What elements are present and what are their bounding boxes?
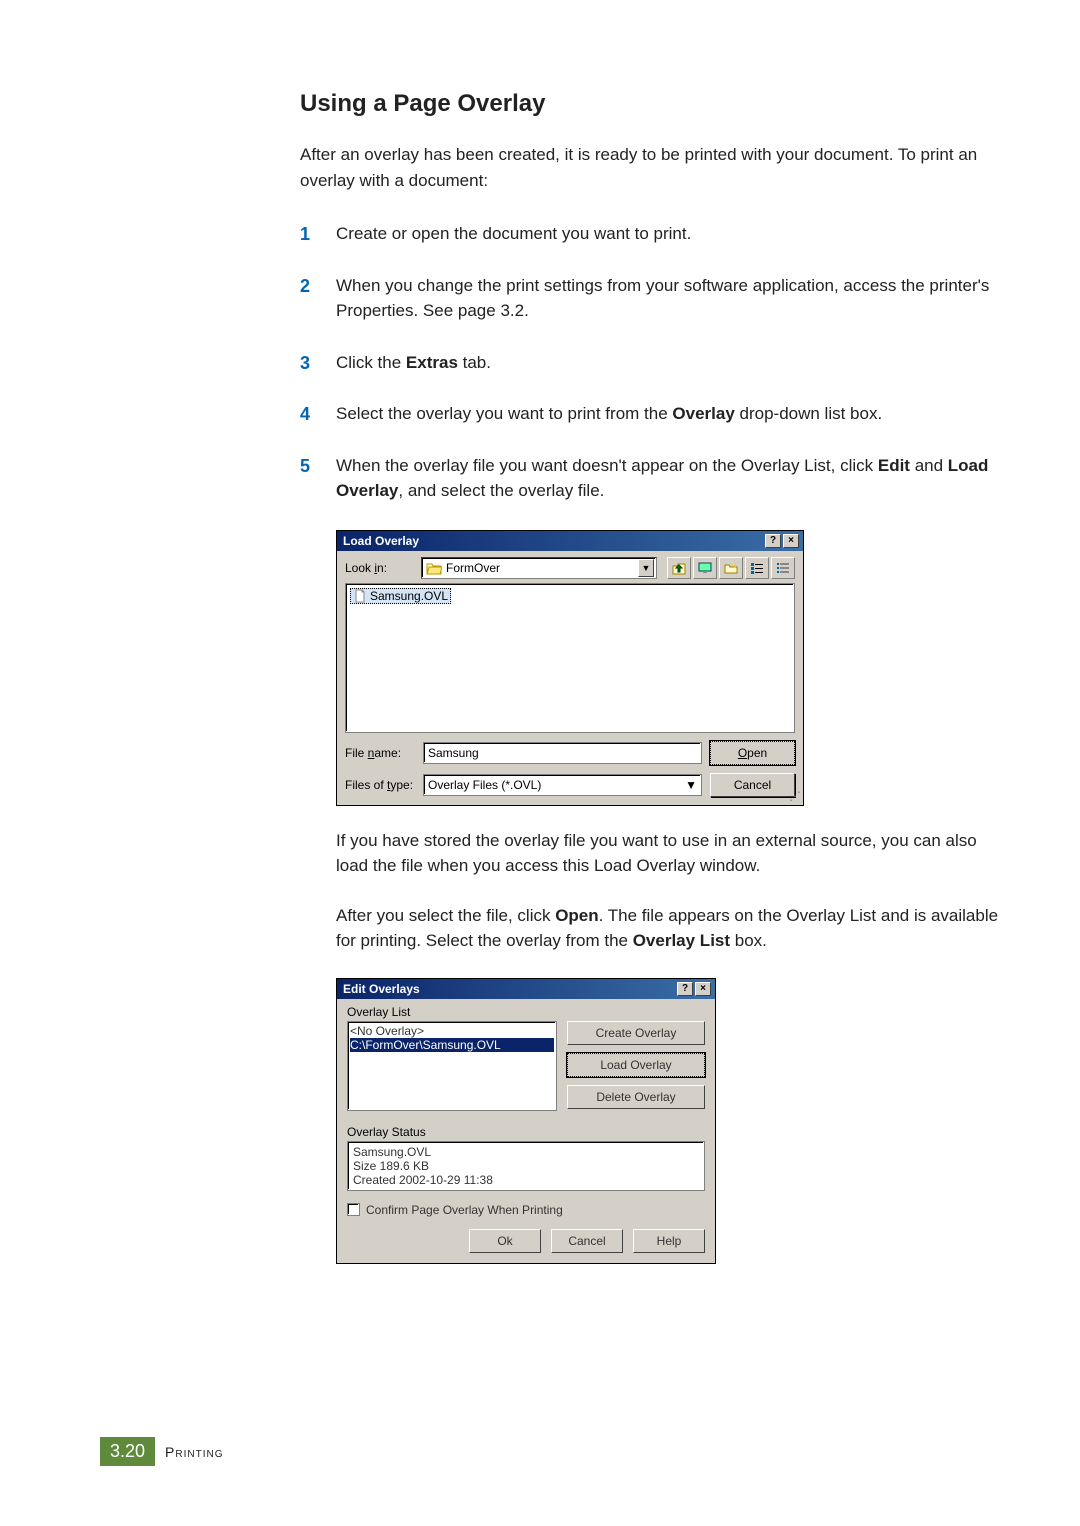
open-button[interactable]: Open bbox=[710, 741, 795, 765]
step-1: Create or open the document you want to … bbox=[300, 221, 1000, 247]
file-item-label: Samsung.OVL bbox=[370, 589, 448, 603]
look-in-value: FormOver bbox=[446, 561, 500, 575]
al2-post: box. bbox=[730, 931, 767, 950]
step-5-post: , and select the overlay file. bbox=[398, 481, 604, 500]
status-line: Size 189.6 KB bbox=[353, 1159, 699, 1173]
dialog-titlebar: Load Overlay ? × bbox=[337, 531, 803, 551]
al2-b1: Open bbox=[555, 906, 598, 925]
step-4-pre: Select the overlay you want to print fro… bbox=[336, 404, 672, 423]
post-dialog-text-1: If you have stored the overlay file you … bbox=[336, 828, 1000, 879]
file-dialog-toolbar bbox=[667, 557, 795, 579]
footer-text: Printing bbox=[165, 1444, 223, 1460]
load-overlay-dialog: Load Overlay ? × Look in: FormOver ▼ bbox=[336, 530, 804, 806]
load-overlay-button[interactable]: Load Overlay bbox=[567, 1053, 705, 1077]
page-footer: 3.20 Printing bbox=[100, 1437, 224, 1466]
filetype-label: Files of type: bbox=[345, 778, 415, 792]
step-3-pre: Click the bbox=[336, 353, 406, 372]
step-5-mid: and bbox=[910, 456, 948, 475]
eo-title: Edit Overlays bbox=[343, 982, 420, 996]
step-4: Select the overlay you want to print fro… bbox=[300, 401, 1000, 427]
step-3-bold: Extras bbox=[406, 353, 458, 372]
eo-titlebar: Edit Overlays ? × bbox=[337, 979, 715, 999]
help-button[interactable]: ? bbox=[765, 534, 781, 548]
cancel-button[interactable]: Cancel bbox=[551, 1229, 623, 1253]
page-number-badge: 3.20 bbox=[100, 1437, 155, 1466]
overlay-status-box: Samsung.OVL Size 189.6 KB Created 2002-1… bbox=[347, 1141, 705, 1191]
step-3: Click the Extras tab. bbox=[300, 350, 1000, 376]
resize-grip-icon[interactable]: ⋰ bbox=[789, 789, 801, 803]
al2-pre: After you select the file, click bbox=[336, 906, 555, 925]
section-intro: After an overlay has been created, it is… bbox=[300, 142, 1000, 193]
status-line: Created 2002-10-29 11:38 bbox=[353, 1173, 699, 1187]
look-in-dropdown[interactable]: FormOver ▼ bbox=[421, 557, 657, 579]
help-button[interactable]: Help bbox=[633, 1229, 705, 1253]
overlay-status-label: Overlay Status bbox=[347, 1125, 705, 1139]
close-button[interactable]: × bbox=[783, 534, 799, 548]
cancel-button[interactable]: Cancel bbox=[710, 773, 795, 797]
step-5-pre: When the overlay file you want doesn't a… bbox=[336, 456, 878, 475]
chevron-down-icon[interactable]: ▼ bbox=[638, 559, 654, 577]
desktop-icon[interactable] bbox=[693, 557, 717, 579]
filename-value: Samsung bbox=[428, 746, 479, 760]
new-folder-icon[interactable] bbox=[719, 557, 743, 579]
confirm-overlay-checkbox-row[interactable]: Confirm Page Overlay When Printing bbox=[347, 1203, 705, 1217]
file-item-samsung-ovl[interactable]: Samsung.OVL bbox=[350, 588, 451, 604]
filename-label: File name: bbox=[345, 746, 415, 760]
help-button[interactable]: ? bbox=[677, 982, 693, 996]
dialog-title: Load Overlay bbox=[343, 534, 419, 548]
edit-overlays-dialog: Edit Overlays ? × Overlay List <No Overl… bbox=[336, 978, 716, 1264]
delete-overlay-button[interactable]: Delete Overlay bbox=[567, 1085, 705, 1109]
filetype-dropdown[interactable]: Overlay Files (*.OVL) ▼ bbox=[423, 774, 702, 796]
step-5-bold1: Edit bbox=[878, 456, 910, 475]
status-line: Samsung.OVL bbox=[353, 1145, 699, 1159]
ok-button[interactable]: Ok bbox=[469, 1229, 541, 1253]
look-in-label: Look in: bbox=[345, 561, 415, 575]
overlay-list-label: Overlay List bbox=[347, 1005, 705, 1019]
steps-list: Create or open the document you want to … bbox=[300, 221, 1000, 504]
al2-b2: Overlay List bbox=[633, 931, 730, 950]
chevron-down-icon[interactable]: ▼ bbox=[685, 778, 697, 792]
section-title: Using a Page Overlay bbox=[300, 90, 1000, 118]
step-2: When you change the print settings from … bbox=[300, 273, 1000, 324]
filetype-value: Overlay Files (*.OVL) bbox=[428, 778, 541, 792]
step-3-post: tab. bbox=[458, 353, 491, 372]
open-folder-icon bbox=[426, 561, 442, 575]
close-button[interactable]: × bbox=[695, 982, 711, 996]
step-4-post: drop-down list box. bbox=[735, 404, 882, 423]
step-4-bold: Overlay bbox=[672, 404, 734, 423]
list-view-icon[interactable] bbox=[745, 557, 769, 579]
confirm-label: Confirm Page Overlay When Printing bbox=[366, 1203, 563, 1217]
post-dialog-text-2: After you select the file, click Open. T… bbox=[336, 903, 1000, 954]
details-view-icon[interactable] bbox=[771, 557, 795, 579]
up-one-level-icon[interactable] bbox=[667, 557, 691, 579]
step-5: When the overlay file you want doesn't a… bbox=[300, 453, 1000, 504]
checkbox-icon[interactable] bbox=[347, 1203, 360, 1216]
create-overlay-button[interactable]: Create Overlay bbox=[567, 1021, 705, 1045]
list-item[interactable]: <No Overlay> bbox=[350, 1024, 554, 1038]
list-item[interactable]: C:\FormOver\Samsung.OVL bbox=[350, 1038, 554, 1052]
file-list-pane[interactable]: Samsung.OVL bbox=[345, 583, 795, 733]
file-icon bbox=[353, 589, 367, 603]
filename-input[interactable]: Samsung bbox=[423, 742, 702, 764]
overlay-listbox[interactable]: <No Overlay> C:\FormOver\Samsung.OVL bbox=[347, 1021, 557, 1111]
